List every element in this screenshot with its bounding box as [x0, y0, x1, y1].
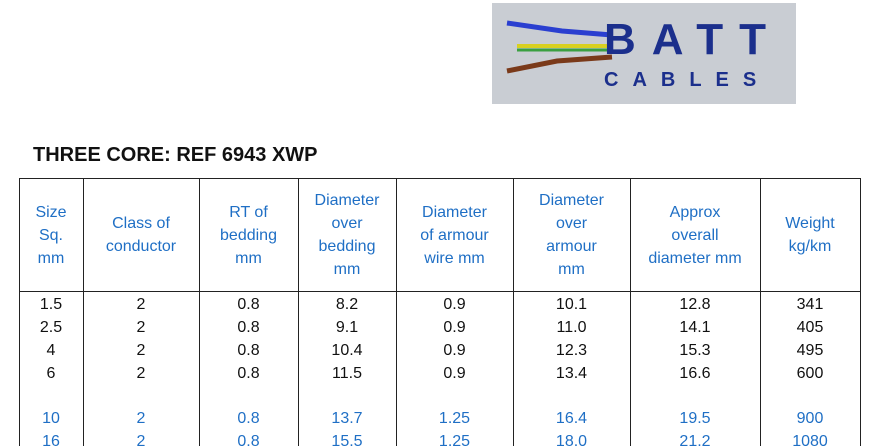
logo-wires	[506, 20, 613, 74]
header-cell: overall	[671, 226, 719, 244]
data-cell: 2	[136, 319, 146, 336]
header-cell: Approx	[669, 203, 721, 221]
data-cell: 405	[796, 319, 824, 336]
data-cell: 0.8	[237, 296, 260, 313]
data-cell: 21.2	[679, 433, 711, 446]
header-cell: mm	[235, 249, 262, 267]
data-cell: 0.8	[237, 433, 260, 446]
column-border	[760, 178, 761, 446]
data-cell: 600	[796, 365, 824, 382]
table-title: THREE CORE: REF 6943 XWP	[33, 144, 318, 166]
row-border	[19, 178, 861, 179]
data-cell: 6	[46, 365, 56, 382]
data-cell: 2	[136, 296, 146, 313]
data-cell: 0.8	[237, 342, 260, 359]
column-border	[396, 178, 397, 446]
header-cell: mm	[37, 249, 65, 267]
data-cell: 10.4	[331, 342, 363, 359]
data-cell: 15.5	[331, 433, 363, 446]
data-cell: 1.5	[39, 296, 63, 313]
column-border	[630, 178, 631, 446]
data-cell: 0.8	[237, 319, 260, 336]
data-cell: 12.8	[679, 296, 711, 313]
logo: BATT CABLES	[492, 3, 796, 104]
header-cell: RT of	[229, 203, 268, 221]
header-cell: Diameter	[314, 192, 380, 209]
data-cell: 0.8	[237, 410, 260, 427]
header-cell: Weight	[785, 215, 835, 232]
header-cell: over	[331, 215, 363, 232]
data-cell: 2	[136, 365, 146, 382]
header-cell: over	[555, 215, 588, 232]
data-cell: 19.5	[679, 410, 711, 427]
header-cell: Class of	[112, 215, 170, 232]
logo-subtext: CABLES	[604, 69, 771, 91]
column-border	[513, 178, 514, 446]
data-cell: 0.8	[237, 365, 260, 382]
data-cell: 2	[136, 433, 146, 446]
header-cell: conductor	[105, 238, 177, 255]
header-cell: of armour	[420, 226, 489, 244]
data-cell: 8.2	[335, 296, 359, 313]
data-cell: 16.6	[679, 365, 711, 382]
header-cell: mm	[333, 261, 361, 278]
data-cell: 1080	[792, 433, 828, 446]
data-cell: 10	[42, 410, 60, 427]
data-cell: 18.0	[555, 433, 588, 446]
column-border	[860, 178, 861, 446]
data-cell: 11.0	[556, 319, 587, 336]
header-cell: Diameter	[422, 203, 487, 221]
data-cell: 16	[42, 433, 60, 446]
header-cell: Diameter	[539, 192, 604, 209]
header-cell: kg/km	[788, 238, 832, 255]
logo-text: BATT	[604, 15, 783, 64]
data-cell: 495	[796, 342, 824, 359]
column-border	[298, 178, 299, 446]
data-cell: 14.1	[679, 319, 711, 336]
header-cell: armour	[546, 238, 597, 255]
header-cell: Size	[35, 203, 67, 221]
data-cell: 12.3	[555, 342, 588, 359]
data-cell: 9.1	[335, 319, 359, 336]
header-cell: bedding	[318, 238, 376, 255]
data-cell: 15.3	[679, 342, 711, 359]
data-cell: 16.4	[555, 410, 588, 427]
data-cell: 2	[136, 410, 146, 427]
data-cell: 0.9	[443, 319, 466, 336]
data-cell: 0.9	[443, 296, 466, 313]
header-cell: Sq.	[38, 226, 63, 244]
data-cell: 13.4	[555, 365, 588, 382]
data-cell: 900	[796, 410, 824, 427]
data-cell: 1.25	[438, 433, 471, 446]
column-border	[199, 178, 200, 446]
data-cell: 4	[46, 342, 56, 359]
data-cell: 0.9	[443, 365, 466, 382]
header-cell: bedding	[220, 226, 277, 244]
data-cell: 10.1	[555, 296, 588, 313]
data-cell: 341	[796, 296, 824, 313]
row-border	[19, 291, 861, 292]
header-cell: diameter mm	[648, 249, 742, 267]
data-cell: 0.9	[443, 342, 466, 359]
data-cell: 13.7	[331, 410, 363, 427]
header-cell: wire mm	[424, 249, 485, 267]
data-cell: 2.5	[39, 319, 63, 336]
data-cell: 11.5	[332, 365, 362, 382]
column-border	[19, 178, 20, 446]
data-cell: 2	[136, 342, 146, 359]
header-cell: mm	[558, 261, 585, 278]
column-border	[83, 178, 84, 446]
data-cell: 1.25	[438, 410, 471, 427]
